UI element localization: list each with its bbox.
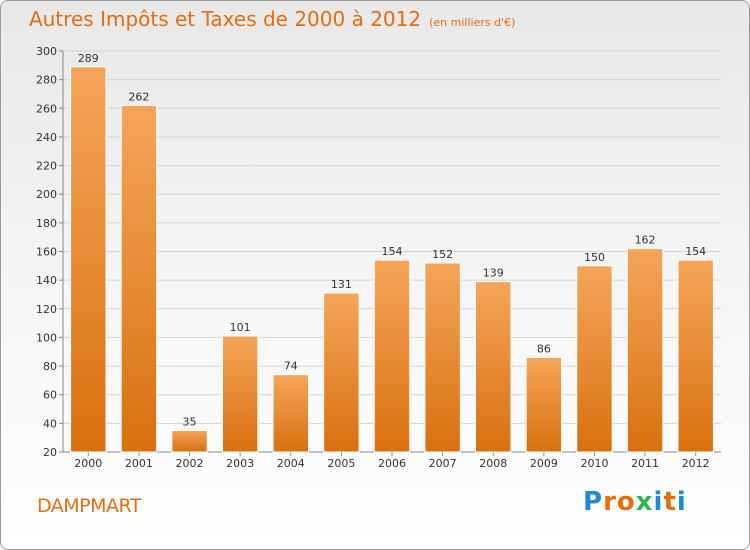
data-label: 162: [635, 234, 656, 247]
y-tick-label: 20: [43, 446, 57, 459]
y-tick-label: 200: [36, 188, 57, 201]
logo-letter: i: [653, 487, 664, 517]
bar-2008: [475, 281, 512, 453]
proxiti-logo[interactable]: Proxiti: [583, 487, 687, 517]
y-tick-label: 300: [36, 45, 57, 58]
y-tick-label: 100: [36, 331, 57, 344]
data-label: 289: [78, 52, 99, 65]
bar-2002: [171, 430, 208, 453]
chart-title: Autres Impôts et Taxes de 2000 à 2012 (en…: [29, 7, 515, 31]
x-tick-label: 2002: [176, 457, 204, 470]
x-tick-label: 2009: [530, 457, 558, 470]
y-tick-label: 160: [36, 246, 57, 259]
bar-2005: [323, 292, 360, 453]
x-tick-label: 2012: [682, 457, 710, 470]
bar-2003: [221, 335, 259, 453]
bar-2010: [576, 265, 613, 453]
x-tick-label: 2003: [226, 457, 254, 470]
data-label: 150: [584, 251, 605, 264]
chart-unit: (en milliers d'€): [429, 16, 516, 29]
data-label: 154: [685, 245, 706, 258]
data-label: 152: [432, 248, 453, 261]
logo-letter: P: [583, 487, 604, 517]
x-tick-label: 2006: [378, 457, 406, 470]
data-label: 262: [128, 90, 149, 103]
bar-2011: [626, 248, 664, 453]
bar-2009: [525, 356, 563, 453]
bar-2004: [272, 374, 309, 453]
logo-letter: i: [676, 487, 687, 517]
logo-letter: r: [603, 487, 617, 517]
x-tick-label: 2007: [429, 457, 457, 470]
data-label: 131: [331, 278, 352, 291]
bar-2000: [70, 66, 107, 453]
y-tick-label: 260: [36, 102, 57, 115]
logo-letter: t: [663, 487, 677, 517]
labels: 289 2000 262 2001 35 2002 101 2003 74 2004 131 2005…: [74, 52, 709, 470]
data-label: 86: [537, 342, 551, 355]
logo-letter: o: [616, 487, 636, 517]
data-label: 154: [382, 245, 403, 258]
bar-2007: [424, 262, 461, 453]
y-tick-label: 140: [36, 274, 57, 287]
y-tick-label: 240: [36, 131, 57, 144]
y-tick-label: 80: [43, 360, 57, 373]
data-label: 74: [284, 360, 298, 373]
logo-letter: x: [635, 487, 654, 517]
bar-2012: [677, 259, 714, 453]
x-tick-label: 2008: [479, 457, 507, 470]
y-tick-label: 280: [36, 74, 57, 87]
commune-name: DAMPMART: [37, 495, 141, 517]
data-label: 35: [183, 416, 197, 429]
chart-title-text: Autres Impôts et Taxes de 2000 à 2012: [29, 7, 422, 31]
y-tick-label: 60: [43, 389, 57, 402]
data-label: 139: [483, 267, 504, 280]
y-tick-label: 220: [36, 160, 57, 173]
x-tick-label: 2010: [580, 457, 608, 470]
x-tick-label: 2004: [277, 457, 305, 470]
bar-2001: [120, 104, 158, 453]
x-tick-label: 2001: [125, 457, 153, 470]
y-tick-label: 40: [43, 417, 57, 430]
y-tick-label: 180: [36, 217, 57, 230]
x-tick-label: 2005: [327, 457, 355, 470]
y-tick-label: 120: [36, 303, 57, 316]
bars: [70, 66, 714, 453]
data-label: 101: [230, 321, 251, 334]
bar-2006: [373, 259, 411, 453]
x-tick-label: 2000: [74, 457, 102, 470]
x-tick-label: 2011: [631, 457, 659, 470]
